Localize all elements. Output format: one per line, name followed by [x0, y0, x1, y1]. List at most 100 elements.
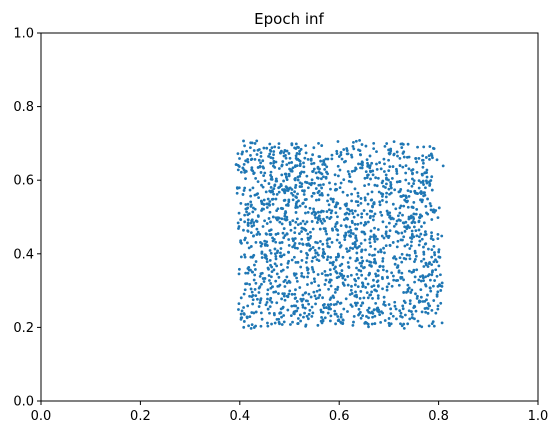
scatter-point [401, 221, 405, 225]
scatter-point [312, 207, 315, 211]
scatter-point [353, 240, 357, 244]
scatter-point [435, 260, 439, 264]
scatter-point [258, 274, 262, 278]
scatter-point [354, 234, 358, 238]
scatter-point [257, 291, 261, 294]
scatter-point [339, 315, 343, 319]
scatter-point [271, 197, 275, 201]
scatter-point [383, 251, 386, 255]
scatter-point [438, 284, 442, 288]
scatter-point [259, 244, 263, 248]
scatter-point [292, 304, 296, 308]
scatter-point [365, 259, 369, 263]
scatter-point [287, 238, 291, 241]
scatter-point [398, 219, 402, 222]
scatter-point [372, 141, 376, 145]
scatter-point [265, 260, 269, 264]
scatter-point [249, 221, 253, 225]
scatter-point [426, 307, 430, 310]
scatter-point [306, 253, 309, 257]
scatter-point [242, 292, 246, 296]
scatter-point [255, 220, 259, 223]
scatter-point [239, 202, 243, 205]
scatter-point [354, 290, 357, 294]
scatter-point [390, 271, 394, 275]
scatter-point [349, 288, 353, 292]
scatter-point [318, 227, 322, 231]
scatter-point [252, 171, 256, 175]
scatter-point [354, 304, 358, 307]
scatter-point [268, 298, 272, 302]
scatter-point [254, 310, 258, 314]
scatter-point [376, 296, 380, 300]
scatter-point [367, 316, 370, 320]
scatter-point [417, 228, 421, 232]
scatter-point [345, 147, 349, 150]
scatter-point [414, 229, 418, 233]
scatter-point [426, 293, 429, 297]
scatter-point [334, 302, 338, 306]
scatter-point [281, 207, 285, 211]
scatter-point [324, 157, 328, 161]
scatter-point [410, 184, 414, 188]
scatter-point [242, 320, 246, 323]
scatter-point [236, 221, 240, 225]
scatter-point [244, 207, 248, 211]
scatter-point [438, 255, 442, 259]
scatter-point [421, 154, 425, 158]
scatter-point [267, 202, 270, 206]
scatter-point [330, 197, 333, 201]
scatter-point [333, 173, 337, 177]
scatter-point [405, 243, 409, 246]
scatter-point [315, 221, 319, 224]
scatter-point [293, 226, 297, 230]
scatter-point [366, 202, 370, 206]
scatter-point [320, 193, 324, 197]
scatter-point [417, 219, 421, 223]
scatter-point [291, 193, 295, 197]
scatter-point [317, 142, 320, 145]
scatter-point [245, 241, 249, 245]
scatter-point [328, 261, 332, 265]
scatter-point [317, 214, 321, 218]
scatter-point [397, 283, 401, 287]
plot-area-frame [40, 32, 539, 402]
scatter-point [394, 230, 398, 234]
y-tick-label: 0.2 [13, 321, 34, 336]
scatter-point [361, 281, 365, 285]
scatter-point [351, 212, 355, 215]
scatter-point [247, 324, 251, 328]
scatter-point [260, 183, 263, 187]
scatter-point [352, 320, 355, 324]
scatter-point [430, 188, 434, 192]
scatter-point [336, 164, 340, 168]
scatter-point [368, 164, 372, 168]
scatter-point [369, 235, 373, 239]
scatter-point [277, 292, 280, 295]
scatter-point [304, 211, 307, 215]
scatter-point [261, 185, 265, 189]
scatter-point [363, 198, 367, 202]
scatter-point [410, 271, 414, 274]
scatter-point [237, 272, 241, 276]
scatter-point [294, 154, 298, 158]
scatter-point [370, 310, 374, 314]
scatter-point [300, 258, 304, 262]
scatter-point [375, 237, 379, 241]
scatter-point [302, 315, 305, 319]
scatter-point [401, 304, 405, 308]
scatter-point [354, 236, 358, 240]
scatter-point [328, 245, 331, 249]
scatter-point [346, 193, 349, 197]
scatter-point [318, 193, 322, 197]
scatter-point [260, 202, 264, 206]
scatter-point [371, 253, 374, 257]
scatter-point [350, 292, 354, 295]
scatter-point [439, 289, 443, 292]
scatter-point [412, 179, 416, 182]
scatter-point [270, 270, 274, 274]
scatter-point [293, 176, 297, 180]
scatter-point [286, 295, 290, 299]
scatter-point [350, 199, 354, 203]
scatter-point [339, 150, 343, 154]
